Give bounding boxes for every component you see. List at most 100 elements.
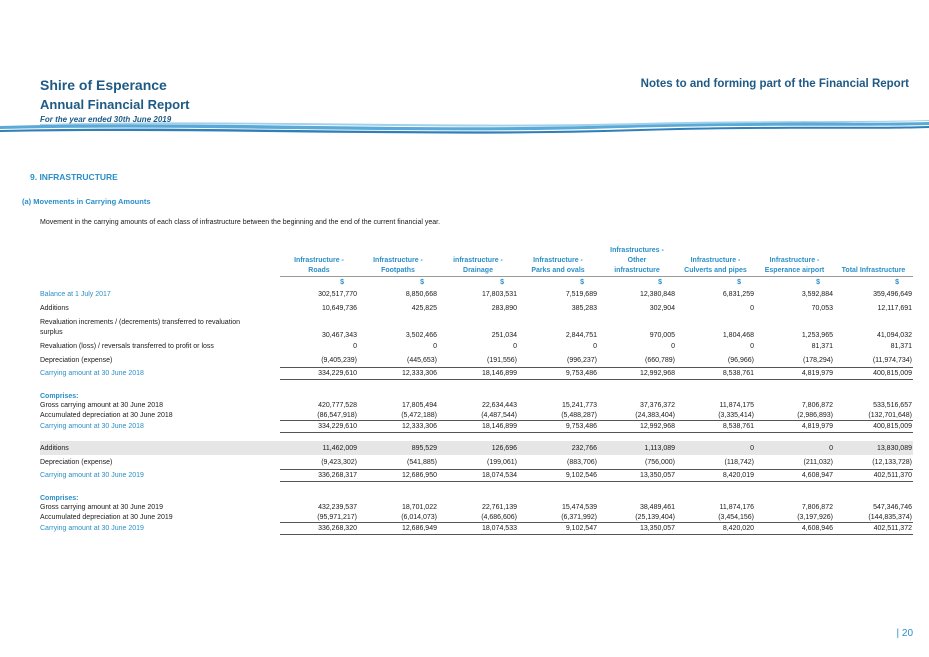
spacer-row xyxy=(40,482,913,491)
table-cell: 18,701,022 xyxy=(401,503,437,511)
table-cell: 3,592,884 xyxy=(801,290,833,298)
col-drainage-header: infrastructure - Drainage xyxy=(453,257,503,274)
table-cell: 0 xyxy=(353,342,357,350)
table-cell: 895,529 xyxy=(358,441,438,455)
table-cell: (3,197,926) xyxy=(797,513,833,521)
table-cell xyxy=(598,388,676,400)
row-label: Depreciation (expense) xyxy=(40,458,113,466)
table-cell: 8,850,668 xyxy=(405,290,437,298)
table-cell: 420,777,528 xyxy=(318,401,357,409)
table-cell: 18,074,534 xyxy=(438,469,518,482)
column-header-row: Infrastructure - Roads Infrastructure - Fo… xyxy=(40,246,913,277)
table-cell: 2,844,751 xyxy=(565,332,597,339)
table-cell: (191,556) xyxy=(487,356,517,364)
comprises-2018-heading: Comprises: xyxy=(40,388,913,400)
table-cell: 1,804,468 xyxy=(722,332,754,339)
table-cell: (4,487,544) xyxy=(481,411,517,419)
col-culverts-header: Infrastructure - Culverts and pipes xyxy=(684,257,747,274)
table-cell: (6,014,073) xyxy=(401,513,437,521)
table-cell: 8,538,761 xyxy=(676,420,755,433)
table-cell xyxy=(755,490,834,502)
table-cell: 17,803,531 xyxy=(481,290,517,298)
table-cell: 12,992,968 xyxy=(598,420,676,433)
table-cell: 4,608,947 xyxy=(755,469,834,482)
table-cell: (660,789) xyxy=(645,356,675,364)
revaluation-increments-row: Revaluation increments / (decrements) tr… xyxy=(40,315,913,340)
table-cell: 0 xyxy=(750,342,754,350)
page-number: | 20 xyxy=(896,628,914,639)
additions-2018-row: Additions 10,649,736 425,825 283,890 385,283… xyxy=(40,301,913,315)
table-cell: (3,335,414) xyxy=(718,411,754,419)
report-period: For the year ended 30th June 2019 xyxy=(40,115,172,124)
table-cell: 18,146,899 xyxy=(438,367,518,380)
table-cell: 7,806,872 xyxy=(801,503,833,511)
table-cell xyxy=(358,490,438,502)
table-cell: 336,268,320 xyxy=(280,522,358,535)
table-cell: (95,971,217) xyxy=(317,513,357,521)
table-cell xyxy=(834,490,913,502)
additions-2019-row: Additions 11,462,009 895,529 126,696 232,766… xyxy=(40,441,913,455)
table-cell xyxy=(280,388,358,400)
table-cell: 12,686,949 xyxy=(358,522,438,535)
table-cell: 10,649,736 xyxy=(321,304,357,312)
table-cell: 18,146,899 xyxy=(438,420,518,433)
depreciation-2019-row: Depreciation (expense) (9,423,302) (541,88… xyxy=(40,455,913,470)
table-cell xyxy=(598,490,676,502)
table-cell: 970,005 xyxy=(649,332,675,339)
carrying-2019-check-row: Carrying amount at 30 June 2019 336,268,3… xyxy=(40,522,913,535)
table-cell: 283,890 xyxy=(491,304,517,312)
table-cell: 12,333,306 xyxy=(358,367,438,380)
table-cell: 0 xyxy=(676,441,755,455)
table-cell: 12,117,691 xyxy=(877,304,912,312)
table-cell: 11,874,176 xyxy=(719,503,754,511)
row-label: Gross carrying amount at 30 June 2018 xyxy=(40,401,163,409)
table-cell: 334,229,610 xyxy=(280,420,358,433)
table-cell: 7,519,689 xyxy=(565,290,597,298)
depreciation-2018-row: Depreciation (expense) (9,405,239) (445,65… xyxy=(40,353,913,368)
table-cell: 12,380,848 xyxy=(639,290,675,298)
table-cell: 1,253,965 xyxy=(801,332,833,339)
table-cell: 70,053 xyxy=(811,304,833,312)
row-label: Gross carrying amount at 30 June 2019 xyxy=(40,503,163,511)
table-cell: (118,742) xyxy=(724,458,754,466)
table-cell: 0 xyxy=(755,441,834,455)
table-cell: 402,511,372 xyxy=(834,522,913,535)
row-label: Carrying amount at 30 June 2019 xyxy=(40,472,144,479)
table-cell: 334,229,610 xyxy=(280,367,358,380)
table-cell: (996,237) xyxy=(567,356,597,364)
table-cell: (6,371,992) xyxy=(561,513,597,521)
table-cell: 13,830,089 xyxy=(834,441,913,455)
table-cell: 400,815,009 xyxy=(834,367,913,380)
table-cell: 4,819,979 xyxy=(755,367,834,380)
table-cell: 6,831,259 xyxy=(722,290,754,298)
row-label: Accumulated depreciation at 30 June 2019 xyxy=(40,513,173,521)
table-cell: 359,496,649 xyxy=(873,290,912,298)
table-cell: 9,102,546 xyxy=(518,469,598,482)
table-cell: 302,904 xyxy=(649,304,675,312)
table-cell xyxy=(358,388,438,400)
row-label: Carrying amount at 30 June 2018 xyxy=(40,423,144,430)
table-cell: 13,350,057 xyxy=(598,522,676,535)
comprises-2019-heading: Comprises: xyxy=(40,490,913,502)
table-cell: (12,133,728) xyxy=(872,458,912,466)
unit-row: $ $ $ $ $ $ $ $ xyxy=(40,276,913,287)
row-label: Revaluation increments / (decrements) tr… xyxy=(40,318,240,336)
header-wave-divider xyxy=(0,120,929,134)
table-cell: 12,992,968 xyxy=(598,367,676,380)
table-cell: (178,294) xyxy=(803,356,833,364)
table-cell: 18,074,533 xyxy=(438,522,518,535)
table-cell: 9,102,547 xyxy=(518,522,598,535)
table-cell: 11,874,175 xyxy=(719,401,754,409)
col-roads-header: Infrastructure - Roads xyxy=(294,257,344,274)
revaluation-loss-row: Revaluation (loss) / reversals transferr… xyxy=(40,339,913,353)
table-cell: 251,034 xyxy=(491,332,517,339)
section-description: Movement in the carrying amounts of each… xyxy=(40,219,441,226)
spacer-row xyxy=(40,433,913,442)
table-cell: 385,283 xyxy=(571,304,597,312)
row-label: Additions xyxy=(40,304,69,312)
row-label: Accumulated depreciation at 30 June 2018 xyxy=(40,411,173,419)
table-cell: (144,835,374) xyxy=(868,513,912,521)
table-cell: 3,502,466 xyxy=(405,332,437,339)
table-cell: 15,241,773 xyxy=(561,401,597,409)
table-cell: 37,376,372 xyxy=(639,401,675,409)
